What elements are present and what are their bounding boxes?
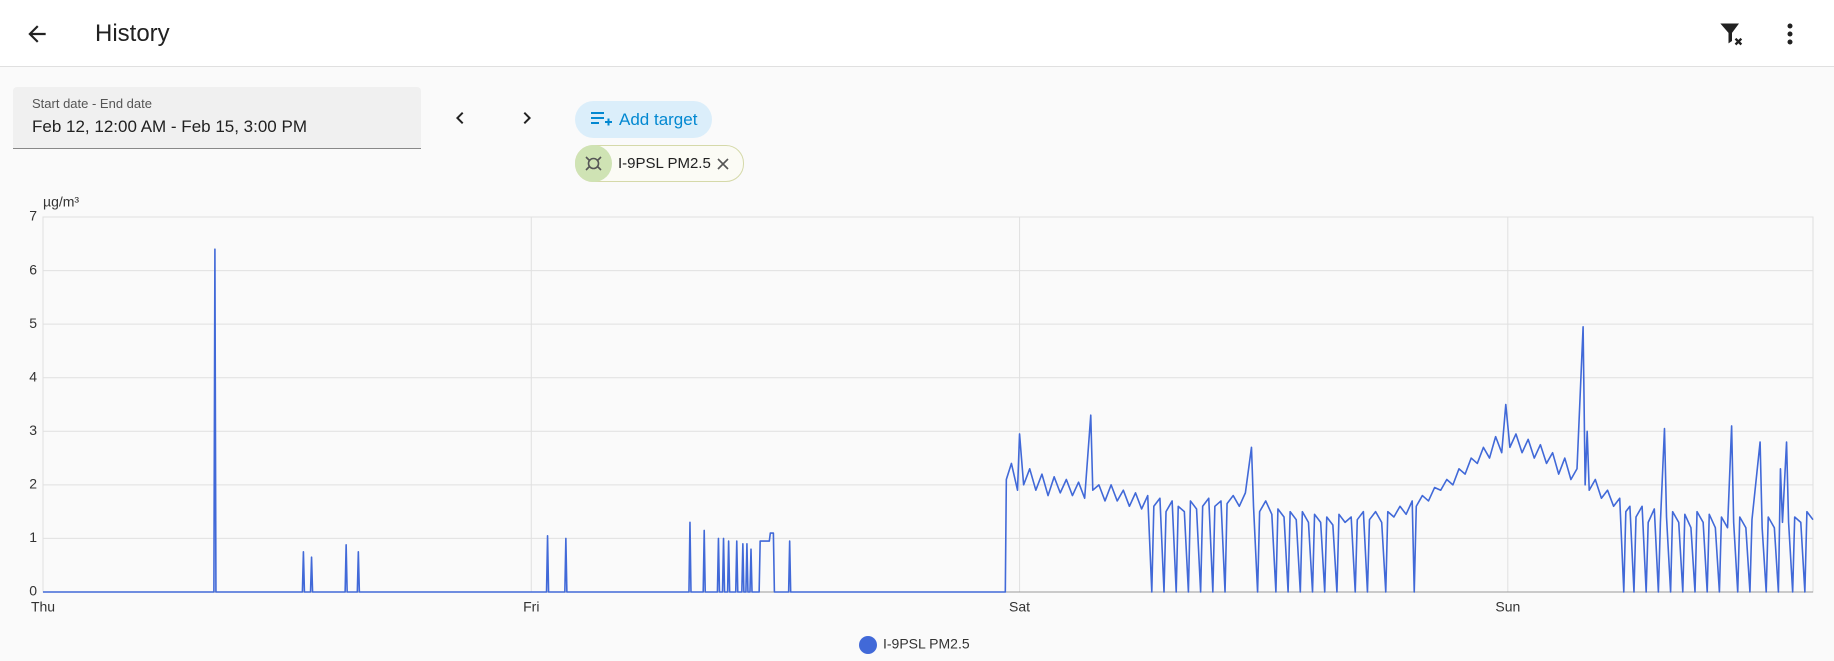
chip-icon bbox=[575, 145, 612, 182]
x-tick-label: Sun bbox=[1495, 599, 1520, 615]
plot-border bbox=[42, 216, 1814, 593]
previous-button[interactable] bbox=[448, 106, 472, 130]
x-tick-label: Sat bbox=[1009, 599, 1030, 615]
chip-remove[interactable] bbox=[716, 157, 730, 171]
y-tick-label: 2 bbox=[29, 476, 37, 492]
legend-label: I-9PSL PM2.5 bbox=[883, 636, 970, 652]
data-line bbox=[43, 248, 1814, 593]
y-tick-label: 3 bbox=[29, 422, 37, 438]
y-tick-label: 4 bbox=[29, 368, 37, 384]
y-axis-label: µg/m³ bbox=[43, 194, 79, 210]
target-chip[interactable]: I-9PSL PM2.5 bbox=[575, 145, 744, 182]
x-tick-label: Thu bbox=[31, 599, 55, 615]
top-bar: History bbox=[0, 0, 1834, 67]
y-tick-label: 1 bbox=[29, 529, 37, 545]
y-tick-label: 0 bbox=[29, 583, 37, 599]
more-button[interactable] bbox=[1778, 20, 1802, 48]
add-target-label: Add target bbox=[619, 110, 698, 129]
page-title: History bbox=[95, 20, 170, 47]
y-tick-label: 6 bbox=[29, 261, 37, 277]
chip-label: I-9PSL PM2.5 bbox=[618, 155, 711, 172]
next-button[interactable] bbox=[515, 106, 539, 130]
date-picker[interactable]: Start date - End date Feb 12, 12:00 AM -… bbox=[13, 87, 421, 149]
date-value: Feb 12, 12:00 AM - Feb 15, 3:00 PM bbox=[32, 117, 307, 136]
y-tick-label: 7 bbox=[29, 208, 37, 224]
clear-filter-button[interactable] bbox=[1718, 20, 1746, 48]
y-tick-label: 5 bbox=[29, 315, 37, 331]
legend-marker bbox=[859, 636, 877, 654]
date-label: Start date - End date bbox=[32, 96, 152, 111]
x-tick-label: Fri bbox=[523, 599, 539, 615]
add-target-button[interactable]: Add target bbox=[575, 101, 712, 138]
back-button[interactable] bbox=[24, 21, 50, 47]
add-icon bbox=[591, 112, 612, 126]
